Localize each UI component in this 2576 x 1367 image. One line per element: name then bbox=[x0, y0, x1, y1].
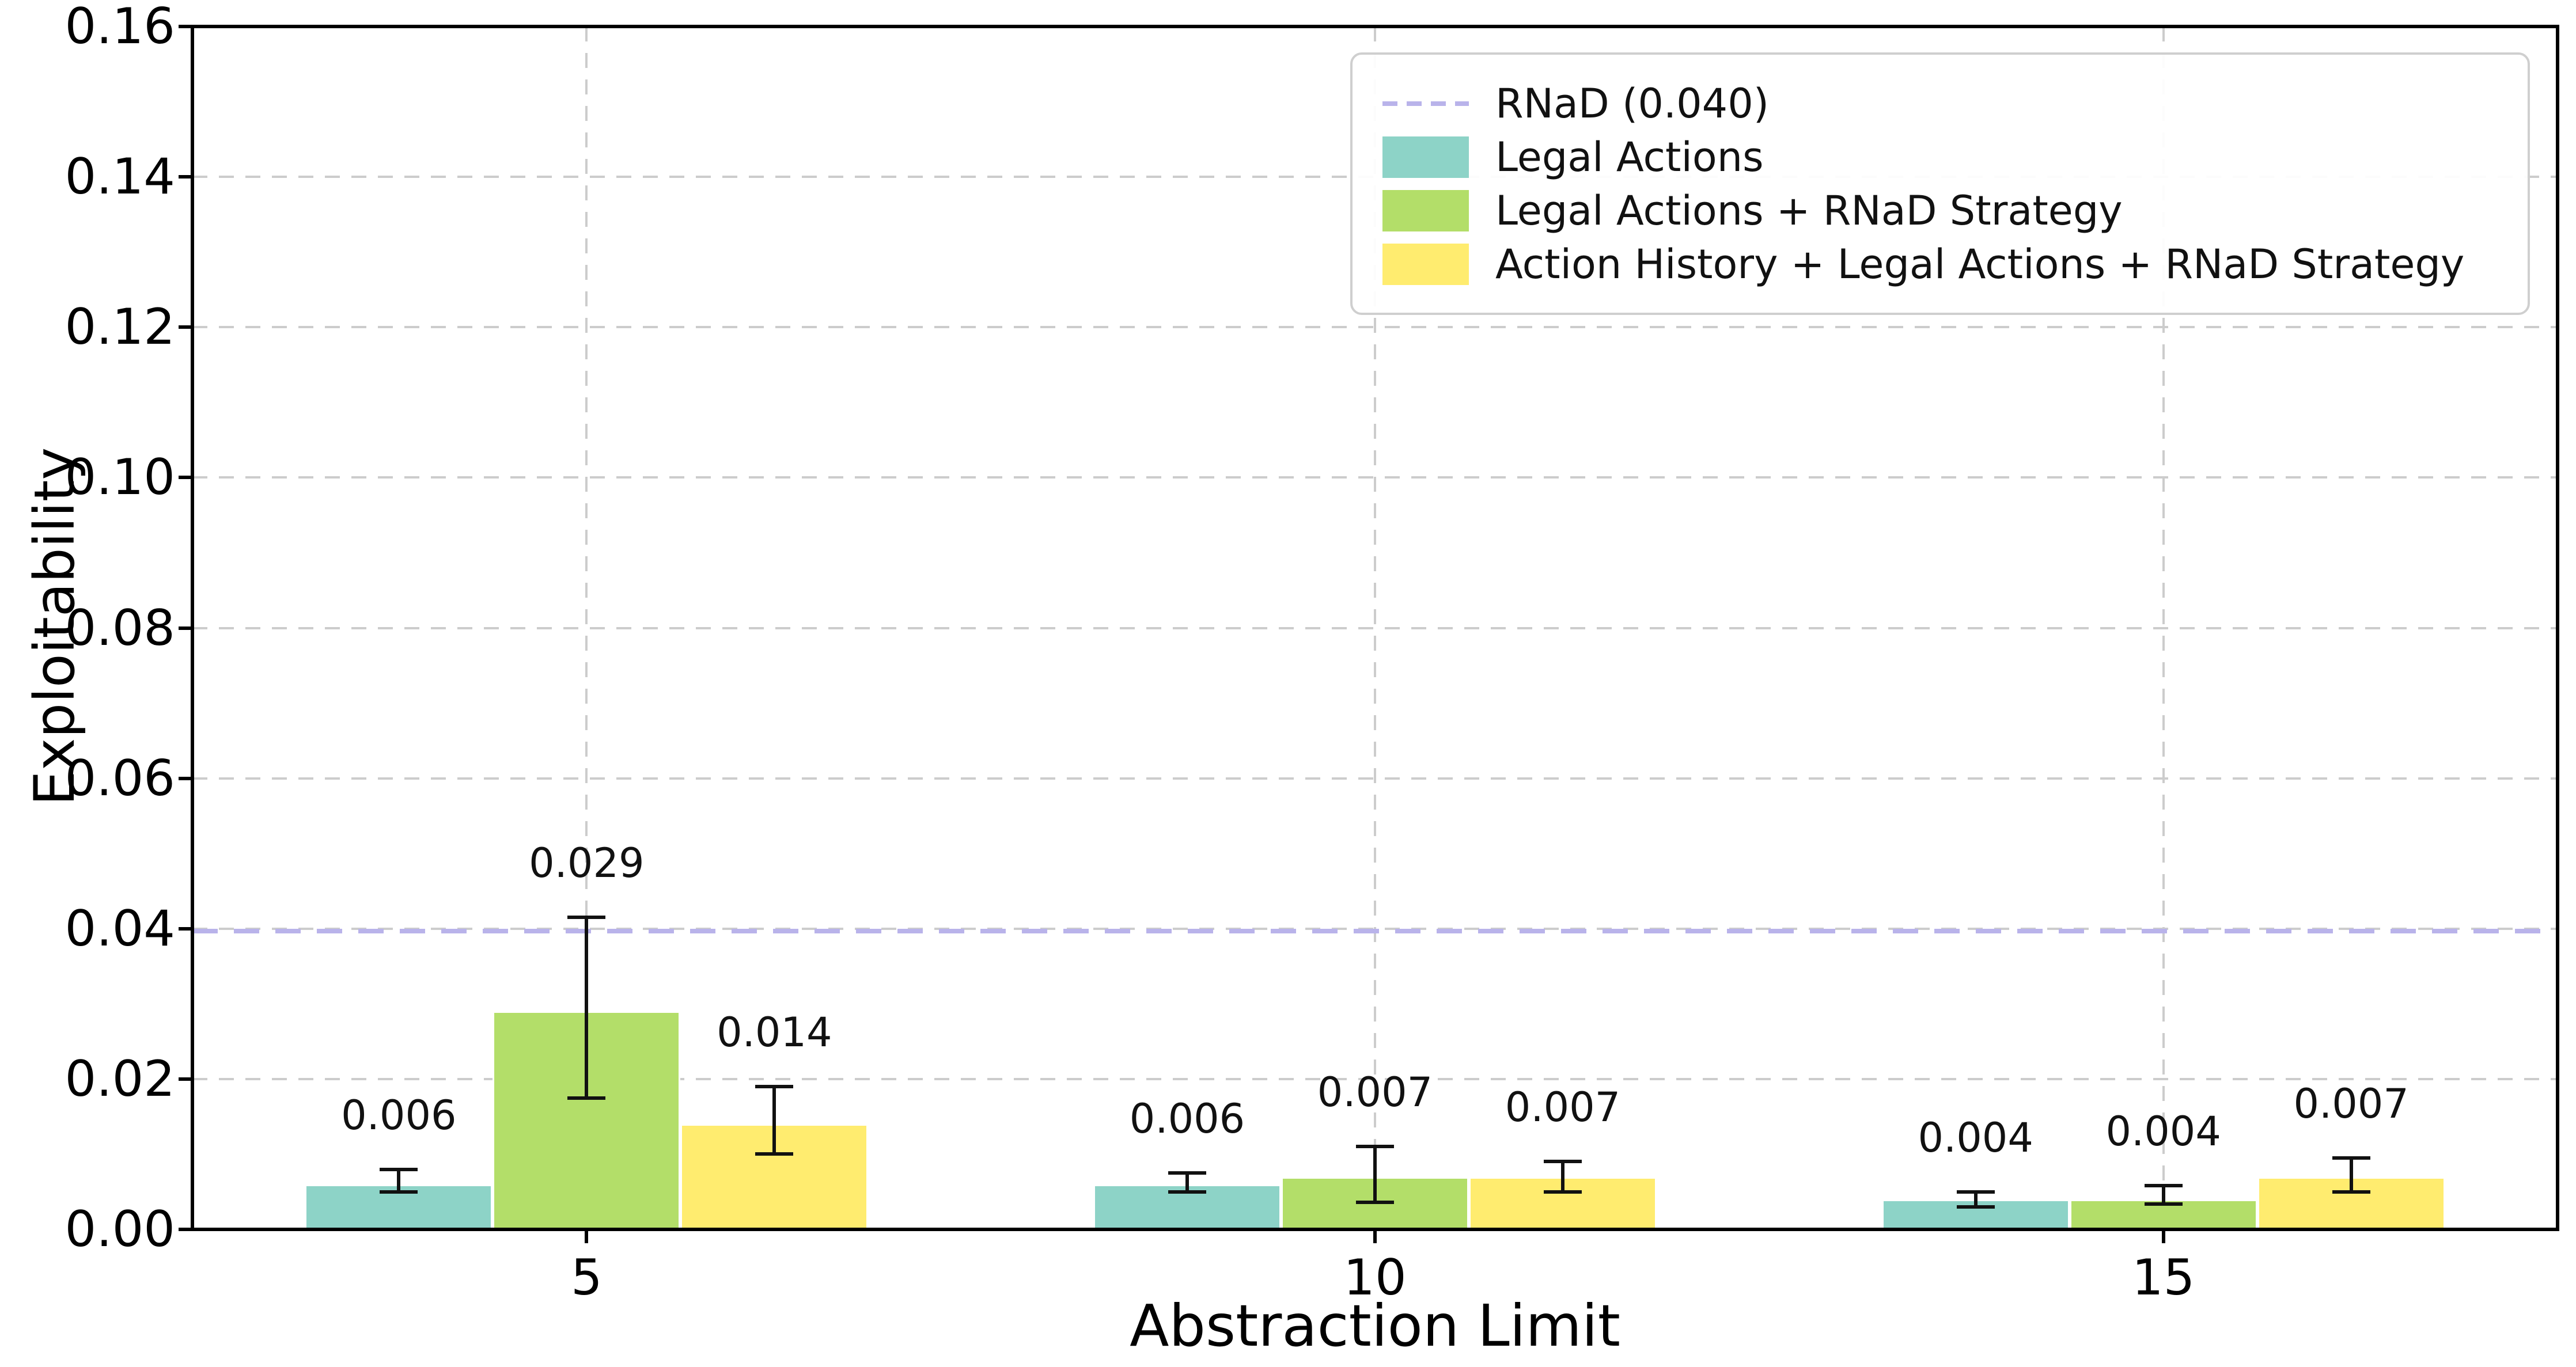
x-tick-label: 5 bbox=[570, 1249, 603, 1307]
error-bar-cap-top bbox=[1168, 1171, 1206, 1175]
bar-value-label: 0.007 bbox=[1505, 1084, 1621, 1131]
y-tick bbox=[179, 626, 192, 630]
bar-value-label: 0.004 bbox=[2105, 1108, 2221, 1156]
bar-value-label: 0.007 bbox=[1317, 1069, 1433, 1117]
spine-left bbox=[191, 25, 194, 1231]
error-bar-cap-top bbox=[380, 1167, 418, 1171]
legend-swatch bbox=[1382, 243, 1469, 285]
legend-entry: Legal Actions + RNaD Strategy bbox=[1382, 184, 2498, 237]
bar-value-label: 0.007 bbox=[2293, 1080, 2409, 1127]
legend-label: Legal Actions bbox=[1495, 133, 1764, 181]
y-tick-label: 0.02 bbox=[65, 1050, 175, 1108]
bar-value-label: 0.006 bbox=[341, 1091, 457, 1139]
y-tick bbox=[179, 926, 192, 931]
x-tick bbox=[2161, 1229, 2165, 1243]
legend-entry: Action History + Legal Actions + RNaD St… bbox=[1382, 237, 2498, 291]
error-bar-line bbox=[772, 1086, 776, 1155]
error-bar-line bbox=[1185, 1173, 1189, 1192]
error-bar-cap-bottom bbox=[1544, 1190, 1582, 1194]
error-bar-cap-top bbox=[2144, 1184, 2183, 1188]
error-bar-cap-bottom bbox=[567, 1096, 606, 1100]
legend-label: RNaD (0.040) bbox=[1495, 79, 1770, 127]
legend-handle bbox=[1382, 243, 1469, 285]
y-tick bbox=[179, 1228, 192, 1231]
bar-value-label: 0.006 bbox=[1129, 1095, 1245, 1143]
error-bar-cap-top bbox=[567, 916, 606, 920]
x-gridline bbox=[2162, 26, 2165, 1229]
error-bar-line bbox=[585, 917, 589, 1098]
error-bar-line bbox=[2161, 1186, 2165, 1204]
x-gridline bbox=[1374, 26, 1376, 1229]
x-tick-label: 10 bbox=[1343, 1249, 1407, 1307]
error-bar-cap-top bbox=[1956, 1190, 1995, 1194]
legend-handle bbox=[1382, 136, 1469, 178]
legend-dashed-line-sample bbox=[1382, 101, 1469, 106]
y-tick bbox=[179, 25, 192, 28]
error-bar-cap-bottom bbox=[2332, 1190, 2370, 1194]
y-tick bbox=[179, 1077, 192, 1081]
y-tick-label: 0.04 bbox=[65, 899, 175, 958]
y-tick-label: 0.08 bbox=[65, 599, 175, 657]
legend-handle bbox=[1382, 189, 1469, 231]
error-bar-cap-top bbox=[1356, 1145, 1394, 1149]
legend: RNaD (0.040) Legal Actions Legal Actions +… bbox=[1350, 52, 2530, 315]
bar-value-label: 0.029 bbox=[529, 840, 645, 887]
y-tick bbox=[179, 476, 192, 480]
error-bar-cap-top bbox=[755, 1084, 794, 1088]
x-tick-label: 15 bbox=[2131, 1249, 2195, 1307]
error-bar-line bbox=[2349, 1157, 2353, 1192]
x-tick bbox=[1373, 1229, 1377, 1243]
spine-top bbox=[191, 25, 2559, 28]
error-bar-cap-bottom bbox=[2144, 1202, 2183, 1206]
legend-swatch bbox=[1382, 189, 1469, 231]
y-tick-label: 0.16 bbox=[65, 0, 175, 55]
y-tick bbox=[179, 325, 192, 329]
legend-handle bbox=[1382, 101, 1469, 106]
y-tick-label: 0.12 bbox=[65, 298, 175, 356]
error-bar-cap-bottom bbox=[1956, 1205, 1995, 1209]
bar-value-label: 0.014 bbox=[717, 1008, 832, 1056]
spine-right bbox=[2556, 25, 2559, 1231]
bar-value-label: 0.004 bbox=[1918, 1114, 2033, 1161]
x-axis-label: Abstraction Limit bbox=[1130, 1292, 1620, 1360]
x-tick bbox=[585, 1229, 589, 1243]
x-gridline bbox=[585, 26, 588, 1229]
y-tick-label: 0.00 bbox=[65, 1201, 175, 1258]
error-bar-cap-bottom bbox=[755, 1152, 794, 1156]
bar bbox=[305, 1184, 493, 1229]
legend-entry: RNaD (0.040) bbox=[1382, 77, 2498, 130]
legend-label: Legal Actions + RNaD Strategy bbox=[1495, 187, 2123, 234]
legend-label: Action History + Legal Actions + RNaD St… bbox=[1495, 240, 2465, 288]
error-bar-line bbox=[1373, 1146, 1377, 1202]
y-tick-label: 0.06 bbox=[65, 749, 175, 807]
error-bar-line bbox=[1973, 1191, 1978, 1207]
y-tick bbox=[179, 776, 192, 780]
y-tick-label: 0.14 bbox=[65, 148, 175, 206]
error-bar-cap-bottom bbox=[380, 1190, 418, 1194]
y-tick bbox=[179, 175, 192, 179]
error-bar-cap-bottom bbox=[1356, 1200, 1394, 1204]
error-bar-line bbox=[1561, 1161, 1564, 1192]
error-bar-cap-bottom bbox=[1168, 1190, 1206, 1194]
legend-entry: Legal Actions bbox=[1382, 130, 2498, 184]
y-tick-label: 0.10 bbox=[65, 449, 175, 507]
legend-swatch bbox=[1382, 136, 1469, 178]
error-bar-cap-top bbox=[1544, 1160, 1582, 1164]
error-bar-line bbox=[397, 1169, 401, 1192]
reference-line bbox=[192, 928, 2558, 933]
error-bar-cap-top bbox=[2332, 1156, 2370, 1160]
